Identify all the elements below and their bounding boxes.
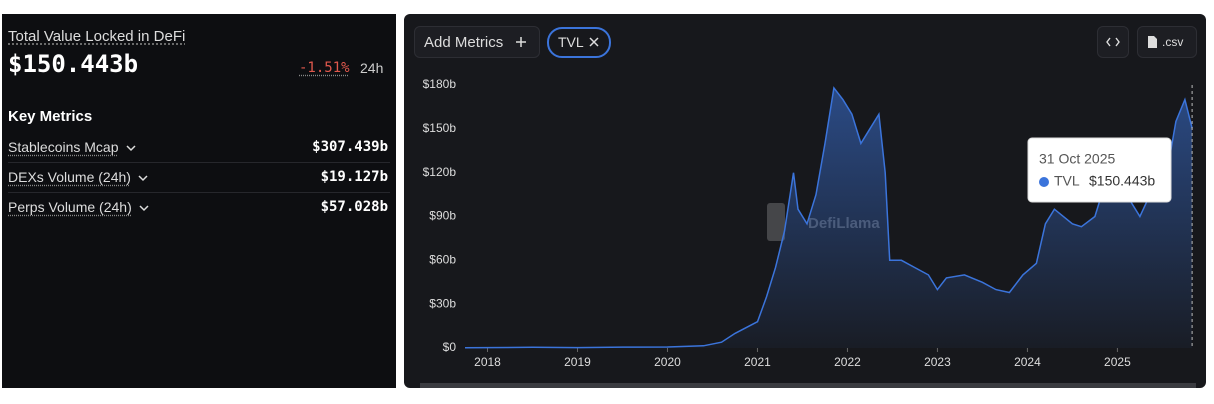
change: -1.51%: [299, 60, 350, 76]
tooltip-value: $150.443b: [1089, 173, 1155, 189]
metric-value: $307.439b: [312, 139, 388, 155]
x-tick-label: 2022: [834, 355, 861, 369]
embed-button[interactable]: [1097, 26, 1129, 58]
csv-label: .csv: [1162, 35, 1184, 49]
plus-icon: [516, 37, 526, 47]
y-tick-label: $0: [443, 340, 457, 354]
add-metrics-label: Add Metrics: [424, 34, 504, 51]
file-icon: [1148, 36, 1157, 48]
x-tick-label: 2025: [1104, 355, 1131, 369]
close-icon: [589, 37, 599, 47]
chevron: [139, 205, 149, 212]
chevron: [125, 145, 136, 152]
tooltip-date: 31 Oct 2025: [1039, 151, 1115, 167]
panel-title: Total Value Locked in DeFi: [8, 28, 186, 45]
x-tick-label: 2018: [474, 355, 501, 369]
tooltip-series: TVL: [1054, 173, 1080, 189]
x-tick-label: 2021: [744, 355, 771, 369]
y-tick-label: $30b: [429, 296, 456, 310]
add-metrics-button[interactable]: Add Metrics: [414, 26, 540, 58]
watermark-logo: [767, 203, 785, 241]
tooltip-dot: [1039, 177, 1049, 187]
x-tick-label: 2019: [564, 355, 591, 369]
y-tick-label: $60b: [429, 253, 456, 267]
metric-value: $57.028b: [320, 199, 388, 215]
metric-label: Stablecoins Mcap: [8, 139, 136, 155]
metric-label: Perps Volume (24h): [8, 199, 149, 215]
tvl-value: $150.443b: [8, 50, 139, 78]
y-tick-label: $90b: [429, 209, 456, 223]
x-tick-label: 2020: [654, 355, 681, 369]
y-tick-label: $150b: [423, 121, 457, 135]
x-tick-label: 2023: [924, 355, 951, 369]
x-tick-label: 2024: [1014, 355, 1041, 369]
tvl-chip[interactable]: TVL: [547, 27, 611, 58]
y-tick-label: $120b: [423, 165, 457, 179]
metric-label: DEXs Volume (24h): [8, 169, 148, 185]
csv-button[interactable]: .csv: [1137, 26, 1197, 58]
tooltip: [1027, 137, 1172, 203]
metric-value: $19.127b: [320, 169, 388, 185]
chevron: [138, 175, 148, 182]
separator: [8, 192, 390, 193]
period: 24h: [360, 60, 384, 76]
section-title: Key Metrics: [8, 108, 93, 125]
tvl-chip-label: TVL: [558, 34, 584, 50]
code-icon: [1106, 37, 1120, 47]
area: [465, 87, 1193, 349]
separator: [8, 162, 390, 163]
summary-panel: Total Value Locked in DeFi $150.443b -1.…: [2, 14, 396, 388]
scrollbar: [420, 383, 1196, 388]
y-tick-label: $180b: [423, 77, 457, 91]
